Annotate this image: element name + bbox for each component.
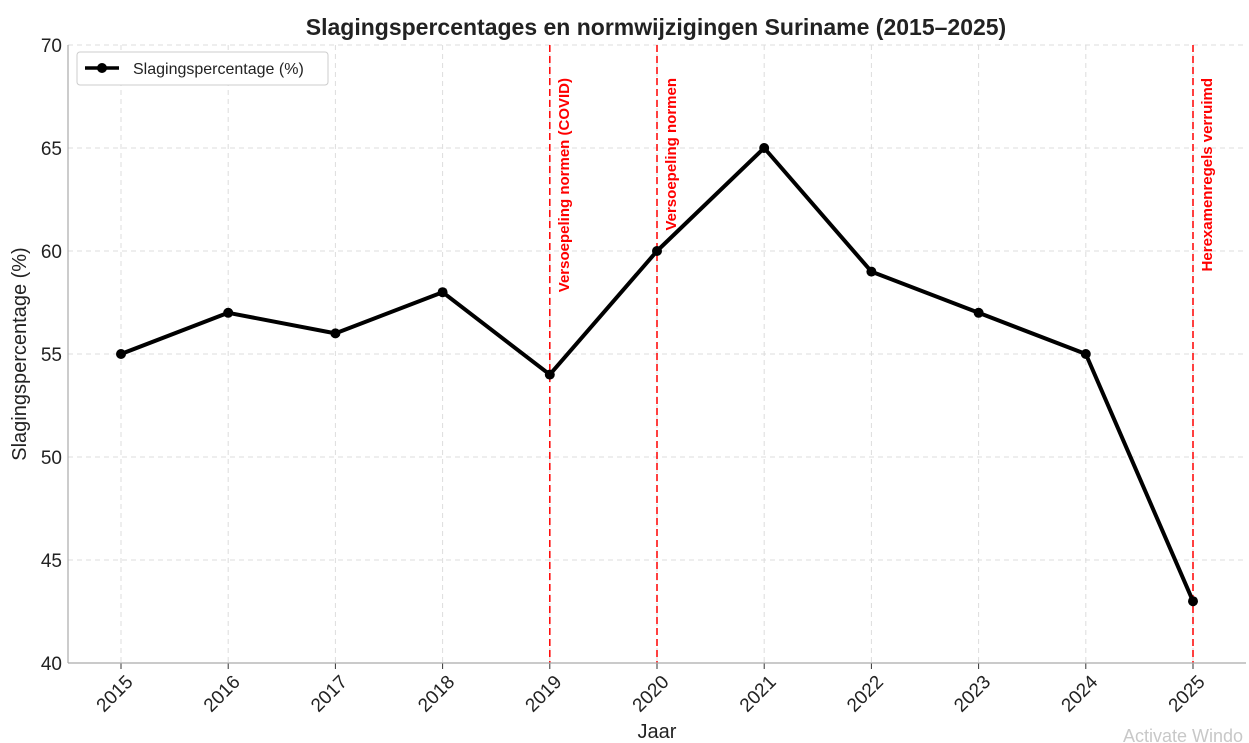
legend-label: Slagingspercentage (%)	[133, 61, 304, 78]
x-tick-labels: 2015 2016 2017 2018 2019 2020 2021 2022 2023 2024…	[93, 671, 1210, 716]
x-tick-label: 2018	[414, 672, 459, 717]
y-tick-label: 60	[41, 242, 62, 263]
data-point	[759, 143, 770, 153]
y-tick-label: 55	[41, 345, 62, 366]
x-axis-label: Jaar	[638, 721, 677, 743]
data-point	[330, 328, 341, 339]
x-tick-label: 2020	[629, 672, 674, 717]
y-tick-label: 65	[41, 139, 62, 160]
x-tick-label: 2023	[950, 672, 995, 717]
x-tick-label: 2016	[200, 672, 245, 717]
y-axis-label: Slagingspercentage (%)	[9, 247, 31, 460]
annotation-label: Versoepeling normen (COVID)	[556, 78, 573, 292]
x-tick-label: 2017	[307, 672, 352, 717]
annotation-labels: Versoepeling normen (COVID) Versoepeling …	[556, 78, 1216, 292]
x-tick-label: 2015	[93, 672, 138, 717]
data-point	[973, 307, 984, 318]
data-point	[437, 287, 448, 298]
x-tick-label: 2025	[1165, 672, 1210, 717]
chart-title: Slagingspercentages en normwijzigingen S…	[306, 14, 1006, 40]
annotation-label: Versoepeling normen	[663, 78, 680, 231]
x-tick-label: 2019	[522, 672, 567, 717]
legend-marker-swatch	[97, 63, 107, 73]
y-tick-label: 70	[41, 36, 62, 57]
annotation-label: Herexamenregels verruimd	[1199, 78, 1216, 271]
data-point	[544, 369, 555, 380]
y-tick-labels: 40 45 50 55 60 65 70	[41, 36, 62, 675]
legend: Slagingspercentage (%)	[76, 51, 329, 86]
data-point	[866, 266, 877, 277]
data-point	[1188, 596, 1198, 607]
y-tick-label: 50	[41, 448, 62, 469]
legend-box	[76, 51, 329, 86]
y-tick-label: 45	[41, 551, 62, 572]
axes	[67, 45, 1246, 669]
x-tick-label: 2024	[1058, 671, 1103, 716]
data-point	[116, 349, 126, 359]
data-point	[1080, 349, 1091, 359]
x-tick-label: 2021	[736, 672, 781, 717]
data-point	[223, 307, 234, 318]
series-group	[116, 143, 1198, 607]
y-tick-label: 40	[41, 654, 62, 675]
annotation-lines	[549, 45, 1194, 663]
x-tick-label: 2022	[843, 672, 888, 717]
data-point	[652, 246, 662, 256]
activate-windows-watermark: Activate Windo	[1123, 726, 1243, 743]
